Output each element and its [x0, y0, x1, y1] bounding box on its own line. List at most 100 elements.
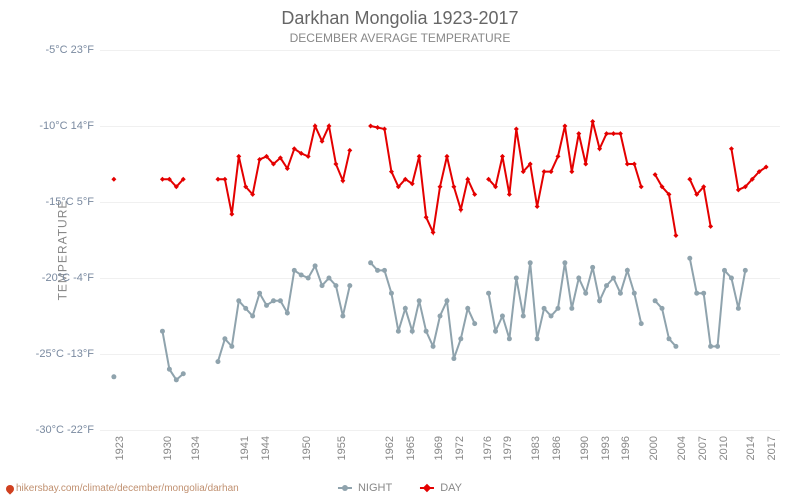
night-series-marker	[417, 298, 422, 303]
legend-label-day: DAY	[440, 482, 462, 494]
night-series-line	[162, 331, 183, 380]
y-tick: -20°C -4°F	[4, 272, 94, 284]
y-tick: -30°C -22°F	[4, 424, 94, 436]
night-series-marker	[396, 329, 401, 334]
night-series-marker	[174, 377, 179, 382]
day-series-marker	[569, 169, 574, 174]
night-series-marker	[514, 276, 519, 281]
day-series-marker	[611, 131, 616, 136]
x-tick: 2004	[676, 436, 688, 460]
night-series-marker	[555, 306, 560, 311]
legend-label-night: NIGHT	[358, 482, 392, 494]
y-tick: -15°C 5°F	[4, 196, 94, 208]
night-series-marker	[507, 336, 512, 341]
night-series-marker	[597, 298, 602, 303]
day-series-marker	[347, 148, 352, 153]
y-axis-label: TEMPERATURE	[55, 200, 69, 301]
legend-swatch-night	[338, 487, 352, 489]
day-series-marker	[639, 184, 644, 189]
x-tick: 2000	[648, 436, 660, 460]
night-series-marker	[257, 291, 262, 296]
y-tick: -25°C -13°F	[4, 348, 94, 360]
day-series-marker	[229, 212, 234, 217]
day-series-marker	[236, 154, 241, 159]
night-series-marker	[590, 265, 595, 270]
night-series-marker	[292, 268, 297, 273]
legend-item-day: DAY	[420, 482, 462, 494]
day-series-marker	[535, 204, 540, 209]
night-series-marker	[368, 260, 373, 265]
night-series-marker	[632, 291, 637, 296]
day-series-marker	[673, 233, 678, 238]
x-tick: 1950	[301, 436, 313, 460]
night-series-marker	[299, 272, 304, 277]
night-series-marker	[236, 298, 241, 303]
night-series-marker	[687, 256, 692, 261]
day-series-marker	[375, 125, 380, 130]
night-series-line	[371, 263, 475, 359]
day-series-line	[218, 126, 350, 214]
map-pin-icon	[4, 483, 15, 494]
night-series-marker	[382, 268, 387, 273]
night-series-marker	[215, 359, 220, 364]
plot-area	[100, 50, 780, 430]
x-tick: 2014	[745, 436, 757, 460]
night-series-marker	[722, 268, 727, 273]
day-series-line	[162, 179, 183, 187]
x-tick: 1990	[579, 436, 591, 460]
night-series-marker	[493, 329, 498, 334]
x-tick: 2010	[718, 436, 730, 460]
night-series-marker	[326, 276, 331, 281]
night-series-line	[655, 301, 676, 347]
night-series-marker	[438, 314, 443, 319]
x-tick: 1944	[260, 436, 272, 460]
day-series-marker	[708, 224, 713, 229]
night-series-marker	[347, 283, 352, 288]
night-series-marker	[729, 276, 734, 281]
night-series-marker	[625, 268, 630, 273]
night-series-marker	[403, 306, 408, 311]
night-series-marker	[243, 306, 248, 311]
day-series-marker	[507, 192, 512, 197]
night-series-marker	[576, 276, 581, 281]
night-series-marker	[569, 306, 574, 311]
x-tick: 1979	[502, 436, 514, 460]
day-series-marker	[111, 177, 116, 182]
day-series-line	[731, 149, 766, 190]
x-tick: 1972	[454, 436, 466, 460]
day-series-marker	[576, 131, 581, 136]
night-series-marker	[389, 291, 394, 296]
x-tick: 1955	[336, 436, 348, 460]
legend-swatch-day	[420, 487, 434, 489]
night-series-marker	[222, 336, 227, 341]
day-series-marker	[542, 169, 547, 174]
day-series-marker	[583, 162, 588, 167]
night-series-marker	[604, 283, 609, 288]
night-series-marker	[673, 344, 678, 349]
day-series-marker	[618, 131, 623, 136]
day-series-line	[489, 121, 642, 206]
night-series-marker	[666, 336, 671, 341]
day-series-marker	[632, 162, 637, 167]
day-series-line	[371, 126, 475, 232]
day-series-marker	[500, 154, 505, 159]
night-series-marker	[528, 260, 533, 265]
night-series-marker	[542, 306, 547, 311]
night-series-marker	[639, 321, 644, 326]
x-tick: 1969	[433, 436, 445, 460]
day-series-marker	[417, 154, 422, 159]
night-series-marker	[271, 298, 276, 303]
night-series-marker	[583, 291, 588, 296]
night-series-marker	[264, 303, 269, 308]
day-series-line	[690, 179, 711, 226]
x-tick: 1996	[620, 436, 632, 460]
night-series-marker	[500, 314, 505, 319]
x-tick: 1962	[384, 436, 396, 460]
x-tick: 1930	[162, 436, 174, 460]
night-series-marker	[375, 268, 380, 273]
night-series-marker	[611, 276, 616, 281]
night-series-marker	[472, 321, 477, 326]
night-series-marker	[181, 371, 186, 376]
night-series-marker	[694, 291, 699, 296]
day-series-marker	[562, 124, 567, 129]
